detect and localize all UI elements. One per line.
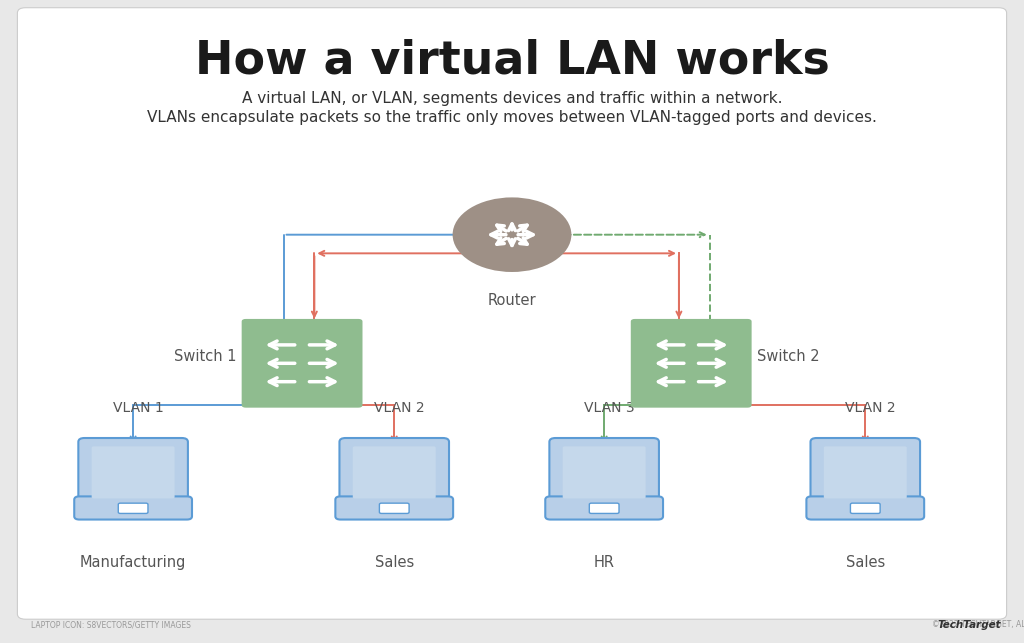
Text: A virtual LAN, or VLAN, segments devices and traffic within a network.: A virtual LAN, or VLAN, segments devices… — [242, 91, 782, 106]
Text: VLAN 2: VLAN 2 — [374, 401, 425, 415]
FancyBboxPatch shape — [545, 496, 664, 520]
FancyBboxPatch shape — [807, 496, 924, 520]
Text: ©2022 TECHTARGET, ALL RIGHTS RESERVED: ©2022 TECHTARGET, ALL RIGHTS RESERVED — [932, 620, 1024, 629]
Text: Sales: Sales — [375, 555, 414, 570]
Text: LAPTOP ICON: S8VECTORS/GETTY IMAGES: LAPTOP ICON: S8VECTORS/GETTY IMAGES — [31, 620, 190, 629]
FancyBboxPatch shape — [379, 503, 410, 513]
FancyBboxPatch shape — [823, 446, 907, 498]
FancyBboxPatch shape — [850, 503, 881, 513]
FancyBboxPatch shape — [811, 438, 920, 507]
FancyBboxPatch shape — [340, 438, 449, 507]
Text: Sales: Sales — [846, 555, 885, 570]
FancyBboxPatch shape — [549, 438, 659, 507]
FancyBboxPatch shape — [75, 496, 193, 520]
FancyBboxPatch shape — [17, 8, 1007, 619]
FancyBboxPatch shape — [119, 503, 148, 513]
Text: Manufacturing: Manufacturing — [80, 555, 186, 570]
FancyBboxPatch shape — [590, 503, 618, 513]
Text: VLANs encapsulate packets so the traffic only moves between VLAN-tagged ports an: VLANs encapsulate packets so the traffic… — [147, 109, 877, 125]
Text: VLAN 2: VLAN 2 — [845, 401, 896, 415]
Text: TechTarget: TechTarget — [938, 620, 1001, 630]
Text: HR: HR — [594, 555, 614, 570]
FancyBboxPatch shape — [92, 446, 174, 498]
Circle shape — [453, 197, 571, 272]
FancyBboxPatch shape — [352, 446, 436, 498]
FancyBboxPatch shape — [336, 496, 453, 520]
FancyBboxPatch shape — [631, 319, 752, 408]
Text: VLAN 3: VLAN 3 — [584, 401, 635, 415]
Text: Switch 2: Switch 2 — [757, 349, 820, 365]
FancyBboxPatch shape — [242, 319, 362, 408]
Text: Switch 1: Switch 1 — [173, 349, 237, 365]
FancyBboxPatch shape — [78, 438, 188, 507]
Text: VLAN 1: VLAN 1 — [113, 401, 164, 415]
Text: How a virtual LAN works: How a virtual LAN works — [195, 39, 829, 84]
Text: Router: Router — [487, 293, 537, 309]
FancyBboxPatch shape — [563, 446, 645, 498]
